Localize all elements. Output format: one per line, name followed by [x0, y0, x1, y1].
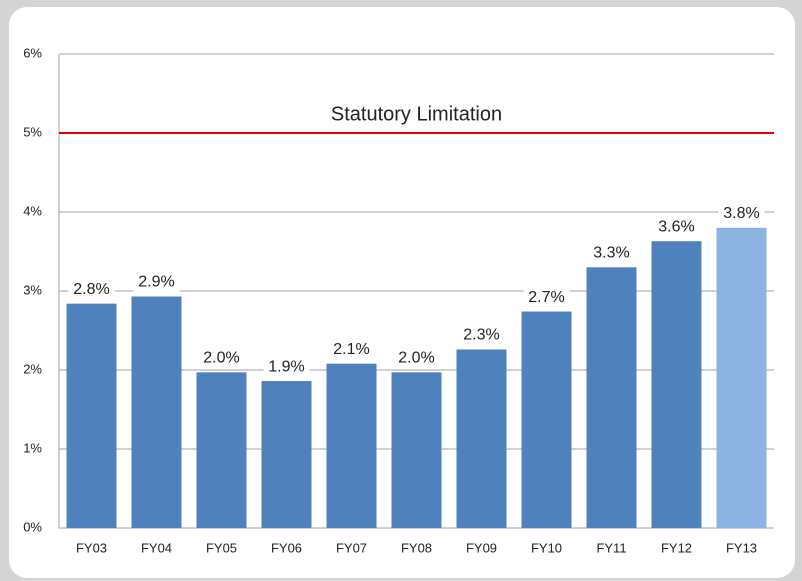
bar — [716, 227, 767, 529]
label-bg — [263, 357, 310, 378]
y-tick-label: 3% — [23, 282, 42, 297]
bar — [66, 303, 117, 528]
data-label: 2.0% — [203, 350, 239, 367]
label-bg — [523, 287, 570, 308]
label-bg — [458, 325, 505, 346]
data-label: 1.9% — [268, 358, 304, 375]
data-label: 3.3% — [593, 245, 629, 262]
y-tick-label: 2% — [23, 361, 42, 376]
x-tick-label: FY13 — [726, 540, 757, 555]
bar — [586, 267, 637, 528]
bar — [651, 241, 702, 529]
data-label: 3.8% — [723, 205, 759, 222]
label-bg — [68, 279, 115, 300]
bar — [261, 381, 312, 528]
data-label: 2.9% — [138, 274, 174, 291]
y-tick-label: 0% — [23, 519, 42, 534]
data-label: 2.7% — [528, 289, 564, 306]
bar — [196, 372, 247, 528]
y-tick-label: 5% — [23, 124, 42, 139]
label-bg — [588, 243, 635, 264]
bar — [326, 363, 377, 528]
x-tick-label: FY06 — [271, 540, 302, 555]
y-tick-label: 4% — [23, 203, 42, 218]
label-bg — [393, 348, 440, 369]
bar — [521, 311, 572, 528]
y-tick-label: 6% — [23, 45, 42, 60]
bar — [456, 349, 507, 528]
label-bg — [328, 339, 375, 360]
x-tick-label: FY10 — [531, 540, 562, 555]
x-tick-label: FY07 — [336, 540, 367, 555]
x-tick-label: FY12 — [661, 540, 692, 555]
data-label: 3.6% — [658, 218, 694, 235]
label-bg — [198, 348, 245, 369]
data-label: 2.1% — [333, 341, 369, 358]
bar — [131, 296, 182, 528]
x-tick-label: FY03 — [76, 540, 107, 555]
x-tick-label: FY05 — [206, 540, 237, 555]
data-label: 2.0% — [398, 350, 434, 367]
label-bg — [133, 272, 180, 293]
bar — [391, 372, 442, 528]
label-bg — [718, 203, 765, 224]
x-tick-label: FY08 — [401, 540, 432, 555]
x-tick-label: FY11 — [596, 540, 626, 555]
data-label: 2.8% — [73, 281, 109, 298]
data-label: 2.3% — [463, 327, 499, 344]
x-tick-label: FY09 — [466, 540, 497, 555]
y-tick-label: 1% — [23, 440, 42, 455]
reference-label: Statutory Limitation — [331, 103, 502, 125]
x-tick-label: FY04 — [141, 540, 172, 555]
label-bg — [653, 217, 700, 238]
